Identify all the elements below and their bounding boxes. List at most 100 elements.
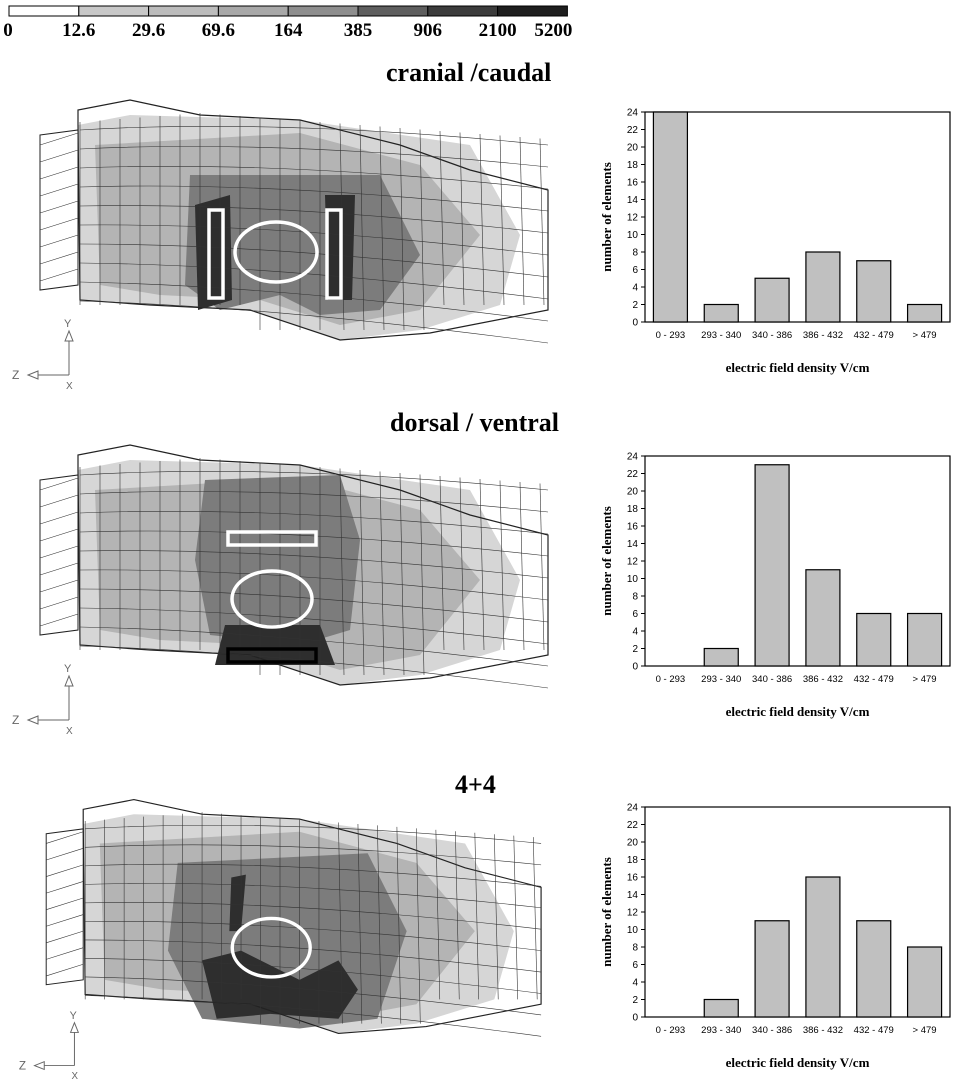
bar — [754, 464, 790, 667]
mesh-field-plot-dorsal-ventral: Y Z X — [12, 444, 549, 737]
y-tick-label: 8 — [632, 248, 638, 259]
y-tick-label: 2 — [632, 995, 638, 1006]
mesh-line — [474, 832, 480, 1000]
mesh-line — [79, 281, 549, 322]
mesh-line — [399, 127, 405, 331]
mesh-line — [79, 126, 549, 146]
scale-segment — [427, 5, 499, 17]
y-tick-label: 14 — [627, 539, 639, 550]
axis-triad: Y Z X — [12, 318, 74, 392]
y-tick-label: 16 — [627, 873, 639, 884]
mesh-line — [359, 124, 365, 331]
y-tick-label: 4 — [632, 978, 638, 989]
mesh-line — [39, 183, 79, 197]
mesh-line — [396, 826, 402, 1024]
y-tick-label: 10 — [627, 230, 639, 241]
mesh-line — [357, 823, 363, 1024]
mesh-field-plot-cranial-caudal: Y Z X — [12, 99, 549, 392]
x-tick-label: 293 - 340 — [701, 674, 741, 685]
y-tick-label: 12 — [627, 213, 639, 224]
axis-label-z: Z — [19, 1059, 26, 1072]
mesh-line — [39, 200, 79, 214]
axis-label-x: X — [66, 381, 73, 392]
x-tick-label: 432 - 479 — [854, 1025, 894, 1036]
y-tick-label: 14 — [627, 195, 639, 206]
mesh-line — [377, 825, 382, 1024]
mesh-line — [79, 530, 549, 557]
mesh-line — [39, 166, 79, 180]
mesh-line — [399, 472, 405, 676]
color-scale-bar — [8, 5, 568, 17]
x-tick-label: 432 - 479 — [854, 674, 894, 685]
mesh-line — [79, 550, 549, 579]
x-tick-label: > 479 — [913, 674, 937, 685]
mesh-line — [339, 468, 345, 676]
axis-label-x: X — [72, 1071, 79, 1082]
mesh-line — [539, 138, 545, 306]
bar — [703, 303, 739, 323]
x-tick-label: 0 - 293 — [656, 330, 686, 341]
x-tick-label: 0 - 293 — [656, 674, 686, 685]
mesh-line — [379, 126, 385, 331]
mesh-line — [39, 494, 79, 508]
y-tick-label: 24 — [627, 108, 639, 119]
y-tick-label: 8 — [632, 943, 638, 954]
mesh-line — [435, 829, 441, 1000]
mesh-side-panel — [39, 474, 79, 636]
mesh-line — [79, 262, 549, 300]
axis-label-z: Z — [12, 713, 19, 727]
mesh-line — [416, 828, 421, 1024]
mesh-line — [85, 824, 542, 844]
panel-title-4-plus-4: 4+4 — [455, 770, 496, 799]
mesh-line — [439, 130, 445, 306]
mesh-line — [79, 645, 549, 689]
mesh-line — [79, 185, 549, 212]
axis-label-y: Y — [64, 318, 72, 330]
electrode-dorsal — [226, 530, 318, 547]
mesh-line — [39, 613, 79, 627]
mesh-line — [79, 471, 549, 491]
mesh-line — [39, 596, 79, 610]
electrode-left — [207, 208, 225, 300]
axis-triad: Y Z X — [12, 663, 74, 737]
mesh-line — [79, 205, 549, 234]
mesh-line — [79, 626, 549, 667]
axis-label-z: Z — [12, 368, 19, 382]
mesh-line — [79, 607, 549, 645]
y-tick-label: 4 — [632, 283, 638, 294]
bar — [703, 647, 739, 667]
x-tick-label: 0 - 293 — [656, 1025, 686, 1036]
x-axis-label: electric field density V/cm — [726, 360, 870, 375]
mesh-line — [85, 939, 542, 973]
mesh-line — [39, 149, 79, 163]
field-region-peak — [229, 874, 246, 932]
y-tick-label: 6 — [632, 609, 638, 620]
mesh-line — [439, 475, 445, 651]
y-tick-label: 0 — [632, 662, 638, 673]
mesh-line — [79, 224, 549, 256]
mesh-line — [519, 481, 525, 651]
tumour-ellipse — [230, 916, 312, 979]
mesh-line — [79, 165, 549, 190]
bar — [652, 111, 689, 323]
mesh-line — [85, 995, 542, 1037]
mesh-field-plot-4-plus-4: Y Z X — [19, 799, 542, 1082]
x-tick-label: 432 - 479 — [854, 330, 894, 341]
axis-label-x: X — [66, 726, 73, 737]
mesh-line — [46, 963, 84, 977]
mesh-line — [39, 251, 79, 265]
x-tick-label: > 479 — [913, 330, 937, 341]
y-tick-label: 18 — [627, 504, 639, 515]
bar — [906, 946, 943, 1018]
y-tick-label: 20 — [627, 487, 639, 498]
mesh-line — [359, 469, 365, 676]
y-tick-label: 0 — [632, 318, 638, 329]
scale-label: 164 — [273, 20, 303, 41]
mesh-line — [459, 477, 465, 651]
scale-segment — [148, 5, 219, 17]
mesh-line — [79, 588, 549, 623]
mesh-line — [338, 822, 343, 1024]
mesh-line — [85, 920, 542, 951]
x-tick-label: 386 - 432 — [803, 674, 843, 685]
